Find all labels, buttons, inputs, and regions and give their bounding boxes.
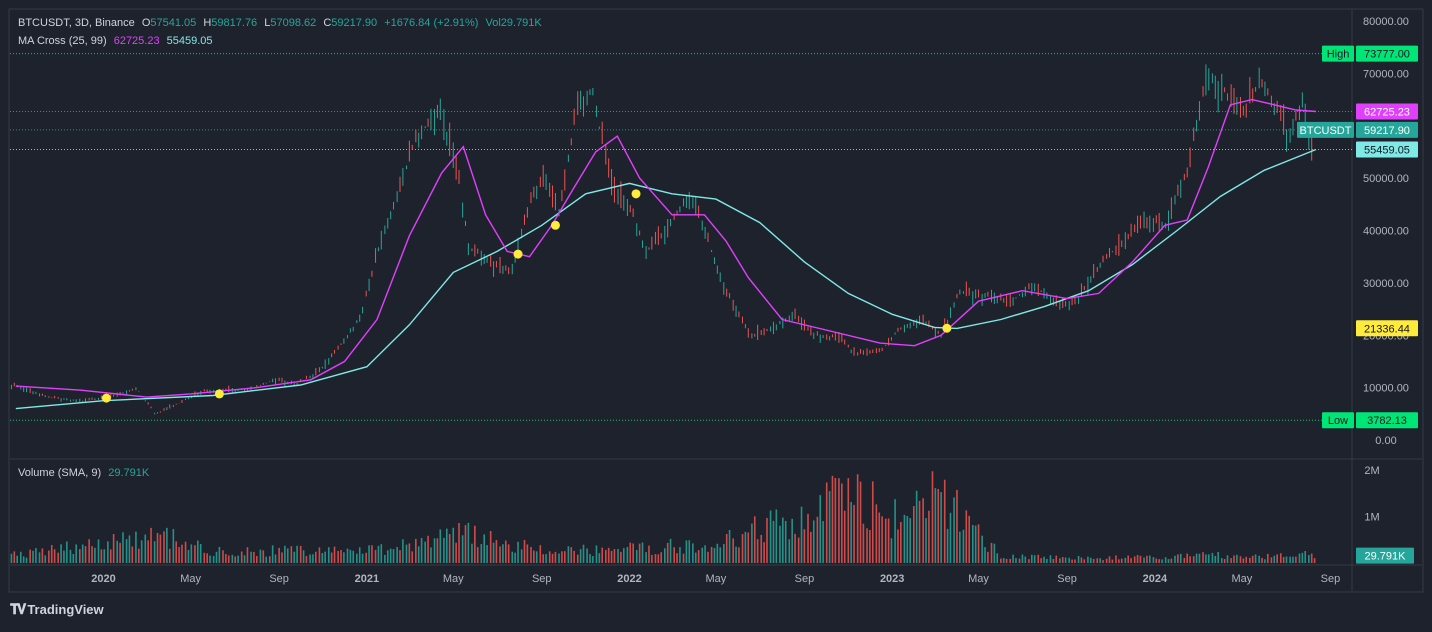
price-axis-tick: 50000.00 [1363, 173, 1409, 185]
time-axis-label: 2023 [880, 573, 904, 585]
chart-frame [8, 8, 1424, 593]
volume-axis-tick: 1M [1364, 512, 1379, 524]
tradingview-logo[interactable]: 𝐓𝐕 TradingView [10, 601, 104, 618]
volume-indicator-name[interactable]: Volume (SMA, 9) [18, 467, 102, 479]
volume-last-tag: 29.791K [1365, 551, 1407, 563]
time-axis-label: 2021 [355, 573, 379, 585]
time-axis-label: May [1232, 573, 1253, 585]
open-value: 57541.05 [150, 17, 197, 29]
volume-value: Vol29.791K [485, 17, 542, 29]
high-tag-label: High [1327, 49, 1350, 61]
volume-indicator-value: 29.791K [108, 467, 150, 479]
time-axis-label: May [706, 573, 727, 585]
time-axis-label: Sep [1057, 573, 1077, 585]
high-tag-value: 73777.00 [1364, 49, 1410, 61]
ma-slow-value: 55459.05 [166, 35, 213, 47]
time-axis-label: Sep [795, 573, 815, 585]
open-label: O [141, 17, 151, 29]
ma-fast-tag-bg [1356, 103, 1418, 120]
high-tag-value-bg [1356, 45, 1418, 62]
time-axis-label: Sep [532, 573, 552, 585]
time-axis-label: Sep [269, 573, 289, 585]
cross-value-tag-bg [1356, 320, 1418, 337]
last-price-tag: 59217.90 [1364, 125, 1410, 137]
volume-last-tag-bg [1356, 547, 1414, 564]
time-axis-label: 2022 [617, 573, 641, 585]
ma-cross-marker[interactable] [942, 323, 952, 333]
time-axis-label: 2020 [91, 573, 115, 585]
symbol-tag-bg [1297, 121, 1354, 138]
high-tag-label-bg [1322, 45, 1354, 62]
change-value: +1676.84 (+2.91%) [384, 17, 479, 29]
time-axis-label: Sep [1321, 573, 1341, 585]
tradingview-logo-icon: 𝐓𝐕 [10, 601, 26, 617]
tradingview-logo-text: TradingView [27, 602, 104, 617]
ma-cross-marker[interactable] [550, 220, 560, 230]
price-axis-tick: 80000.00 [1363, 16, 1409, 28]
time-axis-label: 2024 [1143, 573, 1168, 585]
ma-cross-marker[interactable] [214, 389, 224, 399]
volume-legend: Volume (SMA, 9) 29.791K [18, 467, 153, 479]
low-tag-value-bg [1356, 412, 1418, 429]
ma-cross-marker[interactable] [513, 249, 523, 259]
symbol-legend: BTCUSDT, 3D, Binance O57541.05 H59817.76… [18, 17, 546, 29]
time-axis-label: May [968, 573, 989, 585]
low-tag-value: 3782.13 [1367, 415, 1407, 427]
high-label: H [203, 17, 212, 29]
close-label: C [323, 17, 332, 29]
cross-value-tag: 21336.44 [1364, 323, 1410, 335]
ma-indicator-name[interactable]: MA Cross (25, 99) [18, 35, 107, 47]
high-value: 59817.76 [211, 17, 258, 29]
ma-cross-marker[interactable] [101, 393, 111, 403]
ma-fast-value: 62725.23 [113, 35, 160, 47]
ma25-line [15, 98, 1317, 398]
close-value: 59217.90 [331, 17, 378, 29]
symbol-tag: BTCUSDT [1300, 125, 1352, 137]
volume-axis-tick: 2M [1364, 465, 1379, 477]
ma-cross-marker[interactable] [631, 189, 641, 199]
ma-fast-tag: 62725.23 [1364, 106, 1410, 118]
price-axis-tick: 30000.00 [1363, 278, 1409, 290]
time-axis-label: May [180, 573, 201, 585]
price-axis-tick: 70000.00 [1363, 68, 1409, 80]
price-axis-tick: 0.00 [1375, 435, 1396, 447]
symbol-title[interactable]: BTCUSDT, 3D, Binance [18, 17, 135, 29]
low-tag-label: Low [1328, 415, 1348, 427]
low-value: 57098.62 [270, 17, 317, 29]
price-axis-tick: 40000.00 [1363, 226, 1409, 238]
ma99-line [15, 148, 1317, 410]
last-price-tag-bg [1356, 121, 1418, 138]
low-label: L [264, 17, 271, 29]
ma-slow-tag: 55459.05 [1364, 145, 1410, 157]
time-axis-label: May [443, 573, 464, 585]
ma-slow-tag-bg [1356, 141, 1418, 158]
price-axis-tick: 10000.00 [1363, 383, 1409, 395]
low-tag-label-bg [1322, 412, 1354, 429]
ma-legend: MA Cross (25, 99) 62725.23 55459.05 [18, 35, 217, 47]
